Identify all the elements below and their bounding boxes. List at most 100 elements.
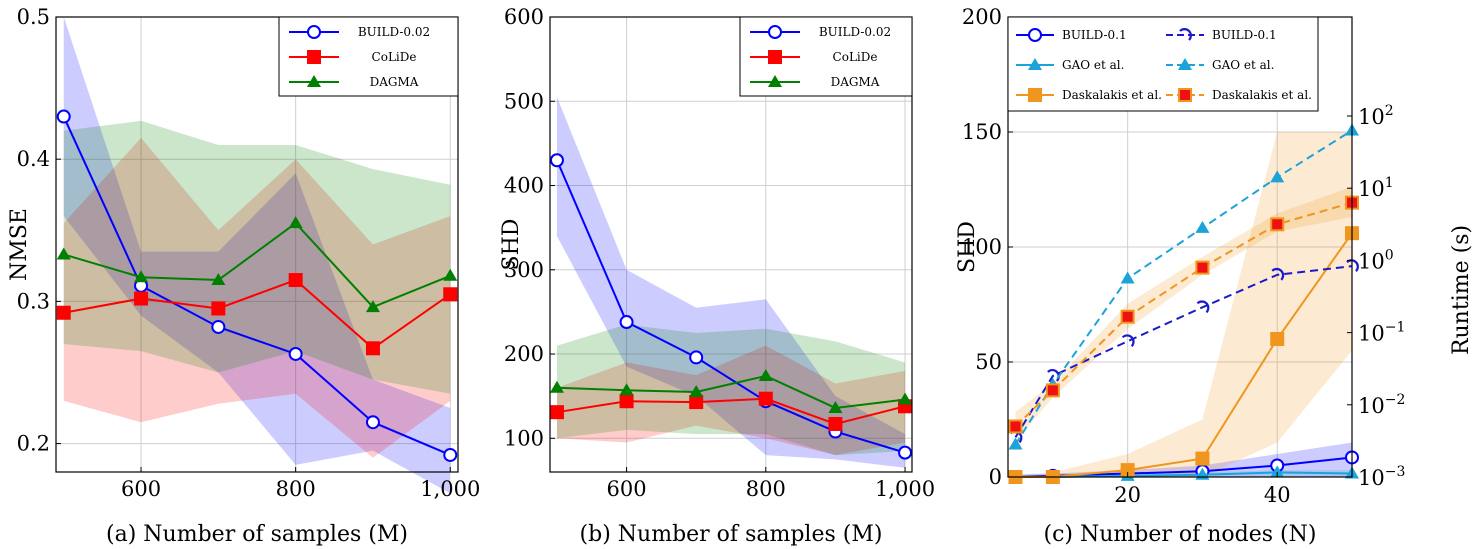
data-point bbox=[443, 447, 458, 462]
panel-caption: (c) Number of nodes (N) bbox=[1044, 522, 1317, 547]
panel-caption: (b) Number of samples (M) bbox=[580, 522, 883, 547]
series-line bbox=[556, 374, 906, 409]
data-point bbox=[619, 383, 634, 396]
y-right-tick-label: 10−1 bbox=[1358, 320, 1405, 346]
data-point bbox=[211, 273, 226, 286]
data-point bbox=[1121, 334, 1135, 348]
legend-marker bbox=[1028, 28, 1042, 42]
panel-b-shd: 600 800 1,000 100 200 300 400 500 600 SHD (b) Numb… bbox=[499, 5, 935, 547]
y-right-tick-label: 10−2 bbox=[1358, 392, 1405, 418]
panel-a-nmse: 600 800 1,000 0.2 0.3 0.4 0.5 NMSE (a) Number of… bbox=[7, 5, 480, 547]
data-point bbox=[211, 319, 226, 334]
data-point bbox=[443, 287, 458, 302]
confidence-band bbox=[63, 137, 451, 458]
data-point bbox=[1271, 267, 1285, 281]
tick-exponent: 1 bbox=[1385, 175, 1394, 191]
data-point bbox=[56, 305, 71, 320]
confidence-band bbox=[1015, 442, 1352, 477]
confidence-band bbox=[556, 97, 906, 468]
y-tick-label: 400 bbox=[504, 174, 544, 198]
legend-marker bbox=[1179, 28, 1192, 41]
data-point bbox=[828, 400, 843, 413]
data-point bbox=[1047, 369, 1060, 382]
x-tick-label: 1,000 bbox=[420, 477, 480, 501]
legend-label: BUILD-0.1 bbox=[1212, 28, 1277, 42]
legend-marker bbox=[307, 75, 321, 87]
tick-exponent: −1 bbox=[1385, 320, 1406, 336]
panel-c-shd-runtime: 20 4005010015020010−310−210−1100101102SHD… bbox=[955, 5, 1474, 547]
y-tick-label: 50 bbox=[975, 350, 1002, 374]
legend-marker bbox=[1178, 88, 1192, 102]
data-point bbox=[134, 291, 149, 306]
data-point bbox=[1008, 419, 1023, 434]
data-point bbox=[619, 394, 634, 409]
legend-label: CoLiDe bbox=[833, 50, 878, 64]
tick-base: 10 bbox=[1358, 105, 1385, 129]
legend-marker bbox=[768, 25, 782, 39]
data-point bbox=[443, 268, 458, 281]
data-point bbox=[549, 153, 564, 168]
data-point bbox=[1195, 220, 1210, 233]
axes-frame bbox=[55, 16, 459, 473]
x-tick-label: 20 bbox=[1114, 483, 1141, 507]
x-tick-label: 1,000 bbox=[875, 477, 935, 501]
legend-marker bbox=[768, 50, 782, 64]
data-point bbox=[56, 247, 71, 260]
x-tick-label: 600 bbox=[607, 477, 647, 501]
y-axis-label: SHD bbox=[955, 221, 980, 273]
x-tick-label: 40 bbox=[1264, 483, 1291, 507]
y-tick-label: 200 bbox=[962, 5, 1002, 29]
y-right-axis-label: Runtime (s) bbox=[1449, 225, 1474, 355]
data-point bbox=[549, 380, 564, 393]
confidence-band bbox=[556, 324, 906, 456]
data-point bbox=[689, 395, 704, 410]
data-point bbox=[758, 368, 773, 381]
x-tick-label: 800 bbox=[746, 477, 786, 501]
series-line bbox=[556, 397, 906, 426]
y-tick-label: 200 bbox=[504, 342, 544, 366]
y-tick-label: 0.4 bbox=[17, 147, 50, 171]
data-point bbox=[619, 315, 634, 330]
y-axis-label: NMSE bbox=[7, 208, 32, 281]
tick-exponent: 2 bbox=[1385, 103, 1394, 119]
legend-marker bbox=[1178, 58, 1192, 70]
data-point bbox=[365, 300, 380, 313]
data-point bbox=[1120, 271, 1135, 284]
y-tick-label: 100 bbox=[962, 235, 1002, 259]
data-point bbox=[1045, 383, 1060, 398]
data-point bbox=[758, 391, 773, 406]
y-tick-label: 0.2 bbox=[17, 432, 50, 456]
y-right-tick-label: 100 bbox=[1358, 247, 1394, 273]
legend-label: DAGMA bbox=[370, 75, 419, 89]
data-point bbox=[1346, 259, 1359, 272]
confidence-band bbox=[1015, 132, 1352, 477]
legend-marker bbox=[307, 50, 321, 64]
data-point bbox=[211, 301, 226, 316]
data-point bbox=[1120, 309, 1135, 324]
data-point bbox=[365, 415, 380, 430]
tick-base: 10 bbox=[1358, 466, 1385, 490]
axes-frame bbox=[549, 16, 913, 473]
y-right-tick-label: 101 bbox=[1358, 175, 1394, 201]
legend-box bbox=[1007, 16, 1319, 112]
legend-label: GAO et al. bbox=[1062, 58, 1124, 72]
data-point bbox=[1270, 465, 1285, 478]
legend-marker bbox=[307, 25, 321, 39]
confidence-band bbox=[63, 17, 451, 494]
legend-marker bbox=[1028, 88, 1042, 102]
tick-exponent: 0 bbox=[1385, 247, 1394, 263]
y-axis-label: SHD bbox=[499, 219, 524, 271]
data-point bbox=[1270, 217, 1285, 232]
data-point bbox=[549, 405, 564, 420]
data-point bbox=[828, 416, 843, 431]
data-point bbox=[288, 273, 303, 288]
data-point bbox=[898, 445, 913, 460]
legend-marker bbox=[768, 75, 782, 87]
series-line bbox=[556, 159, 906, 454]
data-point bbox=[689, 384, 704, 397]
data-point bbox=[134, 270, 149, 283]
panel-caption: (a) Number of samples (M) bbox=[106, 522, 408, 547]
data-point bbox=[1195, 451, 1210, 466]
data-point bbox=[56, 109, 71, 124]
